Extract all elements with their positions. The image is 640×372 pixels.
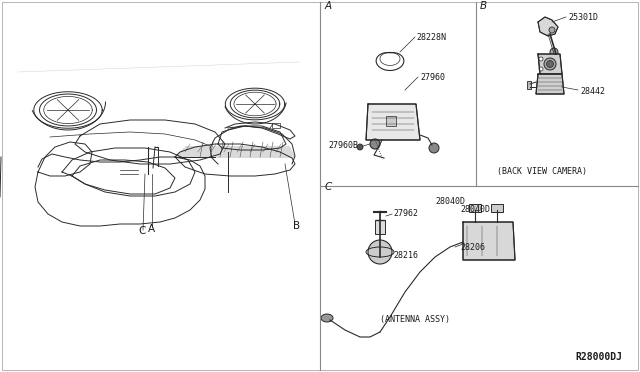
Text: 27962: 27962 [393,209,418,218]
Circle shape [547,61,554,67]
Circle shape [549,27,555,33]
Text: 27960B: 27960B [328,141,358,150]
Text: 28040D: 28040D [435,197,465,206]
Bar [469,204,481,212]
Text: (ANTENNA ASSY): (ANTENNA ASSY) [380,315,450,324]
Text: 27960: 27960 [420,73,445,82]
Polygon shape [536,74,564,94]
Bar [527,81,531,89]
Text: A: A [148,224,155,234]
Bar [491,204,503,212]
Text: 28228N: 28228N [416,33,446,42]
Circle shape [370,139,380,149]
Text: A: A [325,1,332,11]
Polygon shape [538,54,562,74]
Text: (BACK VIEW CAMERA): (BACK VIEW CAMERA) [497,167,587,176]
Text: 28216: 28216 [393,251,418,260]
Circle shape [539,67,543,71]
Polygon shape [538,17,558,36]
Polygon shape [366,104,420,140]
Text: B: B [293,221,300,231]
Text: 28206: 28206 [460,243,485,252]
Circle shape [539,57,543,61]
Text: R28000DJ: R28000DJ [575,352,622,362]
Text: C: C [325,182,332,192]
Ellipse shape [321,314,333,322]
Text: 28040D: 28040D [460,205,490,214]
Bar [272,123,280,128]
Text: B: B [480,1,487,11]
Text: 28442: 28442 [580,87,605,96]
Bar [375,220,385,234]
Circle shape [429,143,439,153]
Circle shape [544,58,556,70]
Circle shape [550,48,558,56]
Bar [386,116,396,126]
Circle shape [357,144,363,150]
Polygon shape [463,222,515,260]
Text: C: C [138,226,145,236]
Circle shape [368,240,392,264]
Text: 25301D: 25301D [568,13,598,22]
